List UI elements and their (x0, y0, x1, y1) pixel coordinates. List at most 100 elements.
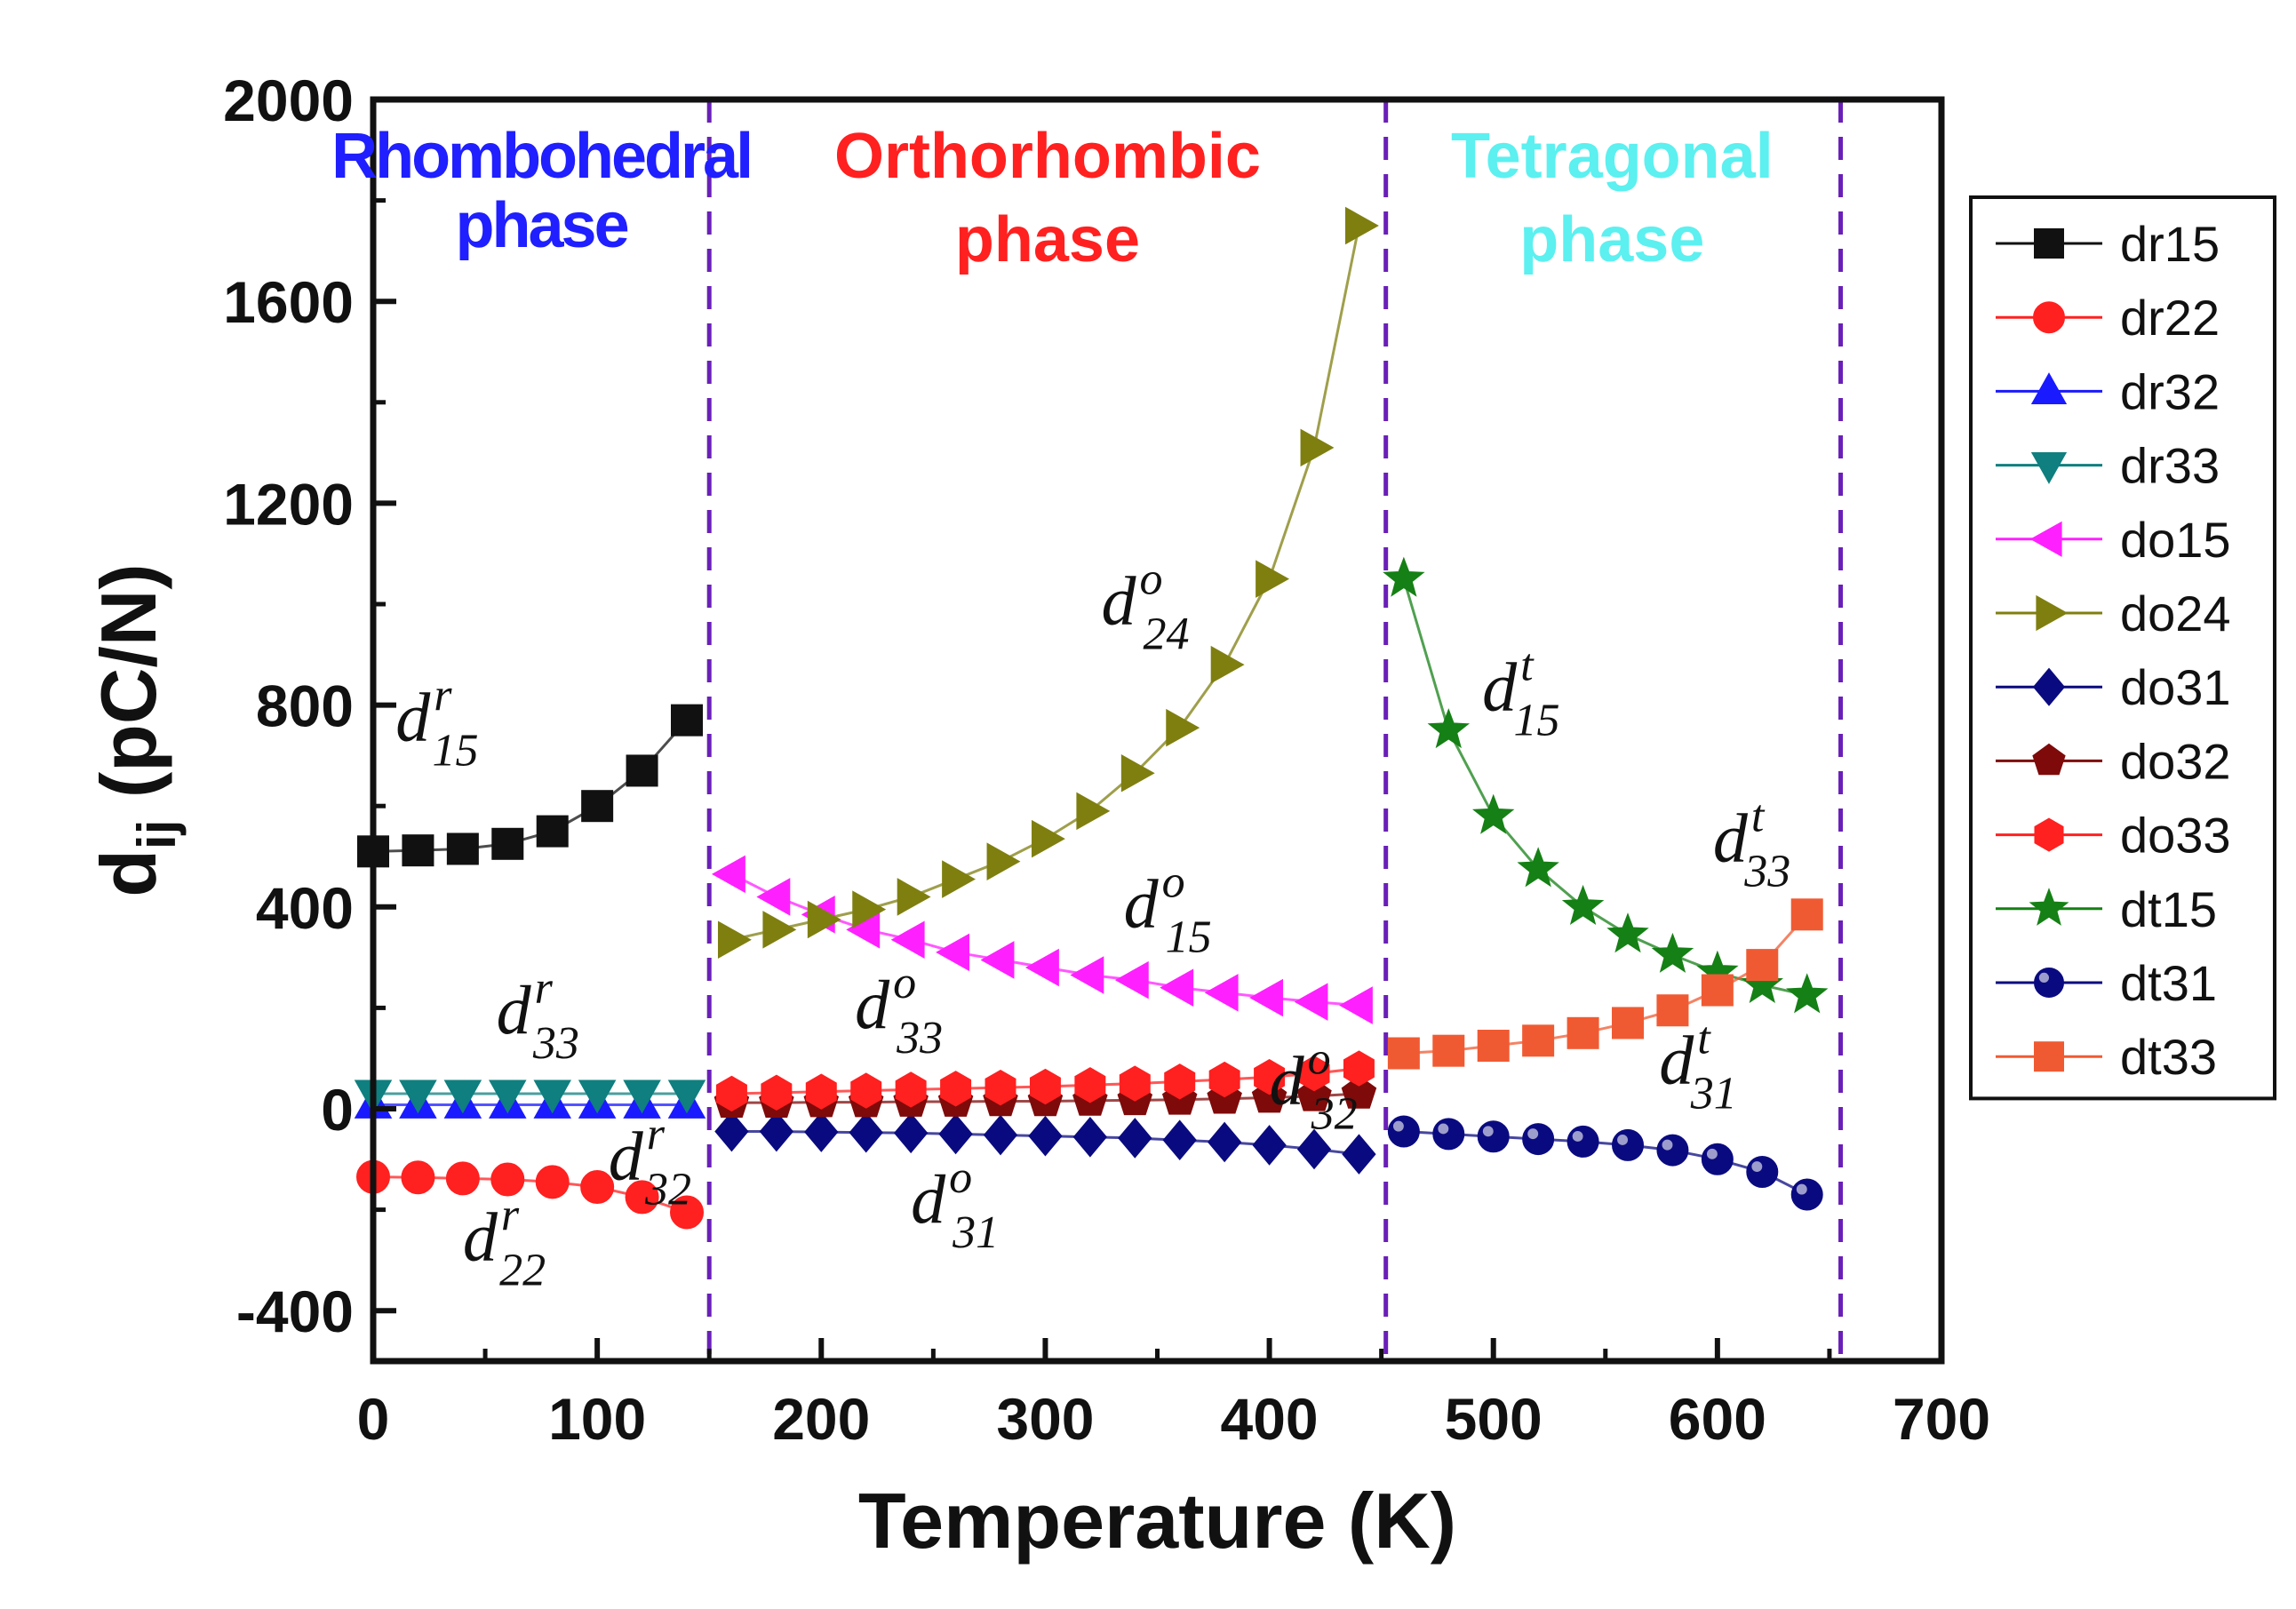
data-point-do32 (1296, 1078, 1332, 1111)
y-axis-title-unit: (pC/N) (84, 563, 172, 819)
data-point-dr22 (401, 1160, 435, 1195)
data-point-do24 (897, 878, 931, 916)
legend-label: do33 (2120, 808, 2231, 864)
marker-highlight (2038, 972, 2049, 983)
legend-label: dt31 (2120, 955, 2217, 1011)
data-point-do31 (1028, 1115, 1063, 1157)
legend-item: dt31 (1996, 955, 2217, 1011)
legend-item: do32 (1996, 733, 2231, 789)
legend-marker (2029, 521, 2062, 557)
data-point-do15 (711, 855, 745, 894)
data-point-dr33 (443, 1079, 482, 1114)
series-dt15 (1383, 556, 1829, 1014)
data-point-do33 (805, 1073, 837, 1110)
series-dt33 (1387, 898, 1823, 1070)
data-point-dt31 (1522, 1123, 1555, 1156)
data-point-dr33 (667, 1079, 706, 1114)
data-point-dt31 (1567, 1125, 1599, 1158)
data-point-dt15 (1383, 556, 1425, 597)
series-do31 (714, 1111, 1376, 1175)
data-point-do24 (1210, 645, 1245, 684)
data-point-do31 (1296, 1128, 1332, 1170)
y-tick-label: 400 (256, 875, 354, 941)
series-layer (354, 206, 1829, 1230)
axis-layer: 0 100 200 300 400 500 600 700-40004008001200160… (223, 68, 1990, 1452)
marker-highlight (1392, 1120, 1404, 1132)
data-point-dt15 (1786, 973, 1829, 1014)
data-point-do31 (759, 1111, 794, 1152)
legend-item: do24 (1996, 585, 2231, 641)
y-tick-label: -400 (236, 1278, 354, 1344)
series-do33 (715, 1050, 1375, 1112)
annotation-label: dt 15 (1482, 640, 1559, 745)
legend-marker (2032, 743, 2066, 776)
legend-box (1969, 195, 2276, 1101)
data-point-do33 (1119, 1065, 1151, 1102)
annotation-label: dr 15 (395, 670, 478, 776)
legend-marker (2034, 1041, 2064, 1072)
legend-label: dr15 (2120, 216, 2220, 272)
legend-label: do15 (2120, 512, 2231, 568)
data-point-dt15 (1472, 793, 1515, 834)
data-point-do24 (986, 842, 1021, 880)
data-point-do15 (1114, 960, 1149, 1000)
data-point-do32 (1341, 1075, 1377, 1109)
legend-item: do31 (1996, 659, 2231, 715)
x-tick-label: 100 (548, 1386, 646, 1452)
data-point-dt33 (1387, 1037, 1420, 1070)
marker-highlight (1527, 1128, 1539, 1140)
data-point-do33 (1164, 1063, 1196, 1100)
x-tick-label: 500 (1445, 1386, 1543, 1452)
data-point-do15 (1070, 956, 1104, 994)
legend-marker (2034, 968, 2064, 998)
data-point-dr15 (402, 834, 434, 867)
data-point-do24 (1120, 754, 1155, 793)
annotation-label: do 31 (911, 1152, 999, 1258)
data-point-do31 (1072, 1117, 1108, 1158)
series-do15 (711, 855, 1373, 1024)
series-line-dt15 (1402, 578, 1808, 997)
data-point-do24 (852, 890, 887, 928)
annotation-label: do 32 (1270, 1033, 1358, 1139)
data-point-dr22 (445, 1161, 480, 1196)
data-point-do15 (890, 920, 925, 959)
legend-label: do31 (2120, 659, 2231, 715)
data-point-do15 (1338, 986, 1373, 1024)
series-line-dt31 (1403, 1130, 1808, 1196)
annotation-label: do 24 (1101, 554, 1189, 660)
data-point-dt31 (1432, 1118, 1465, 1151)
phase-label: Tetragonal phase (1451, 121, 1774, 275)
data-point-do33 (850, 1072, 882, 1109)
phase-label: Rhombohedral phase (331, 121, 751, 261)
data-point-dt33 (1432, 1034, 1465, 1067)
data-point-dt33 (1746, 949, 1779, 982)
data-point-do33 (1074, 1067, 1106, 1103)
legend-item: dr32 (1996, 363, 2220, 419)
data-point-dr15 (446, 832, 479, 865)
data-point-dr33 (533, 1079, 571, 1114)
data-point-dt33 (1522, 1024, 1555, 1057)
legend-item: do15 (1996, 512, 2231, 568)
data-point-do33 (985, 1069, 1016, 1106)
legend-marker (2030, 452, 2068, 484)
data-point-do31 (1207, 1121, 1242, 1163)
data-point-dr33 (489, 1079, 527, 1114)
data-point-do24 (1166, 708, 1200, 747)
data-point-do31 (1118, 1118, 1152, 1159)
data-point-do33 (1343, 1050, 1375, 1087)
legend-marker (2034, 228, 2064, 259)
data-point-do31 (1252, 1125, 1287, 1166)
data-point-dt15 (1651, 932, 1694, 973)
data-point-dt15 (1427, 708, 1470, 749)
data-point-do33 (940, 1071, 972, 1107)
data-point-dr15 (626, 754, 658, 787)
data-point-do24 (1076, 792, 1111, 831)
marker-highlight (1572, 1131, 1583, 1142)
data-point-dt31 (1701, 1143, 1734, 1175)
annotation-label: dr 33 (497, 963, 579, 1069)
data-point-do15 (1160, 968, 1194, 1007)
data-point-do24 (1300, 428, 1335, 467)
marker-highlight (1617, 1134, 1629, 1145)
series-dr33 (354, 1079, 706, 1114)
